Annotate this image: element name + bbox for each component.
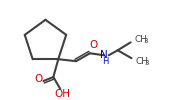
Text: O: O bbox=[90, 40, 98, 50]
Text: N: N bbox=[100, 50, 108, 60]
Text: 3: 3 bbox=[144, 60, 149, 66]
Text: H: H bbox=[102, 57, 108, 66]
Text: CH: CH bbox=[136, 57, 148, 66]
Text: O: O bbox=[34, 74, 43, 84]
Text: OH: OH bbox=[54, 89, 70, 99]
Text: CH: CH bbox=[134, 35, 147, 44]
Text: 3: 3 bbox=[143, 38, 148, 44]
